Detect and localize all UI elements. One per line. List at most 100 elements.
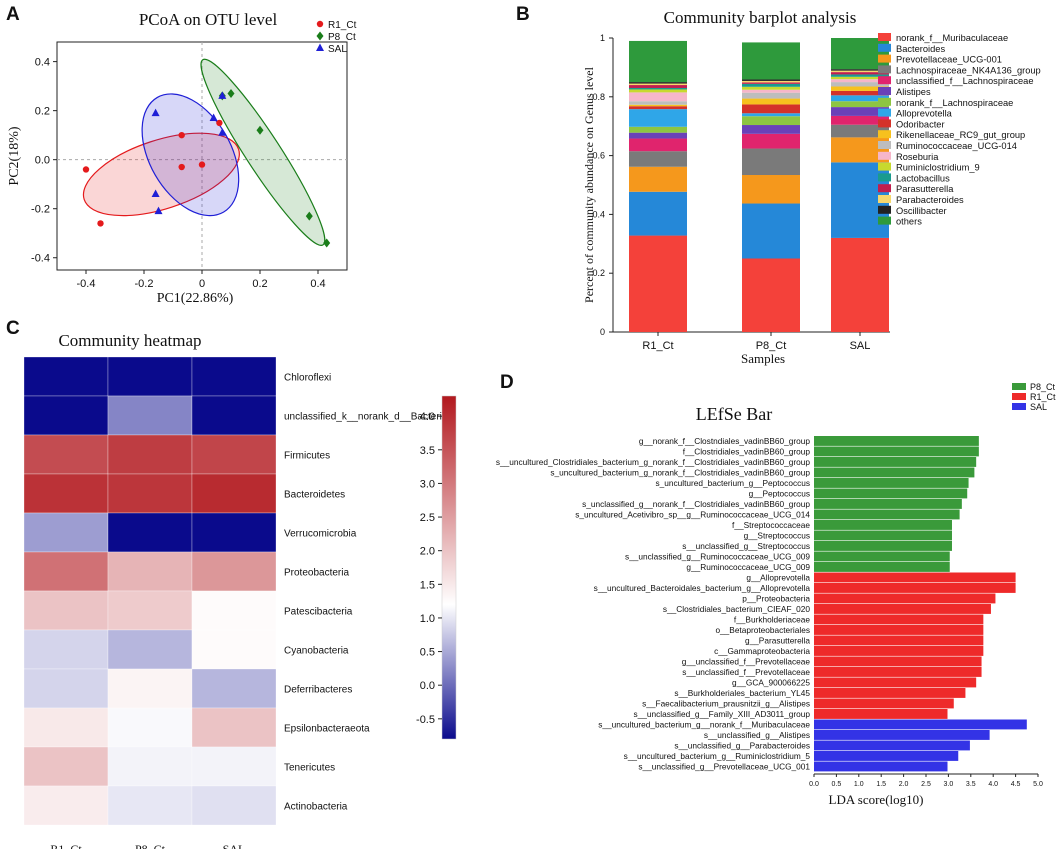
pcoa-point-r1-ct (178, 131, 185, 139)
lefse-x-tick-label: 5.0 (1033, 781, 1043, 788)
barplot-segment (629, 85, 687, 88)
lefse-bar-label: s__unclassified_g__Streptococcus (682, 541, 810, 551)
barplot-segment (742, 79, 800, 81)
barplot-segment (742, 83, 800, 87)
barplot-segment (742, 258, 800, 332)
lefse-bar-sal (814, 740, 970, 751)
barplot-x-tick-label: R1_Ct (642, 340, 673, 352)
barplot-title: Community barplot analysis (664, 8, 857, 27)
barplot-segment (831, 90, 889, 96)
lefse-bar-p8-ct (814, 562, 950, 572)
lefse-bar-r1-ct (814, 698, 954, 709)
lefse-bar-r1-ct (814, 625, 984, 635)
pcoa-point-p8-ct (323, 238, 331, 248)
lefse-bar-label: s_uncultured_bacterium_g_norank_f__Clost… (550, 468, 810, 478)
heatmap-cell (191, 356, 277, 397)
lefse-bar-r1-ct (814, 614, 984, 625)
heatmap-cell (107, 512, 193, 553)
lefse-bar-label: s__unclassified_f__Prevotellaceae (682, 667, 810, 677)
heatmap-cell (107, 590, 193, 631)
heatmap-colorbar-tick-label: 1.0 (420, 613, 435, 625)
pcoa-point-r1-ct (178, 163, 185, 171)
heatmap-cell (107, 707, 193, 748)
heatmap-cell (23, 668, 109, 709)
lefse-bar-label: s__Clostridiales_bacterium_CIEAF_020 (663, 604, 810, 614)
barplot-segment (742, 89, 800, 93)
heatmap-cell (107, 551, 193, 592)
barplot-x-tick-label: P8_Ct (756, 340, 787, 352)
pcoa-point-sal (151, 108, 160, 117)
barplot-segment (629, 138, 687, 152)
barplot-segment (629, 235, 687, 332)
lefse-x-tick-label: 0.0 (809, 781, 819, 788)
lefse-bar-label: s__Burkholderiales_bacterium_YL45 (674, 688, 810, 698)
barplot-legend-label: Alloprevotella (896, 109, 953, 119)
pcoa-point-sal (218, 128, 227, 136)
barplot-segment (629, 101, 687, 105)
heatmap-row-label: Verrucomicrobia (284, 529, 357, 540)
lefse-bar-label: s__uncultured_bacterium_g__norank_f__Mur… (598, 720, 810, 730)
barplot-segment (742, 175, 800, 204)
heatmap-cell (107, 473, 193, 514)
heatmap-cell (191, 512, 277, 553)
lefse-bar-label: s__unclassified_g__Parabacteroides (674, 741, 810, 751)
lefse-bar-label: c__Gammaproteobacteria (714, 646, 810, 656)
heatmap-cell (23, 551, 109, 592)
barplot-legend-swatch (878, 141, 891, 149)
barplot-y-tick-label: 0 (600, 327, 605, 337)
barplot-legend-label: Odoribacter (896, 119, 945, 129)
heatmap-column-label: SAL (223, 842, 246, 849)
lefse-bar-p8-ct (814, 457, 977, 467)
heatmap-cell (191, 473, 277, 514)
heatmap-cell (23, 629, 109, 670)
barplot-legend-label: Parabacteroides (896, 195, 964, 205)
barplot-legend-label: others (896, 217, 922, 227)
heatmap-colorbar-tick-label: 4.0 (420, 411, 435, 423)
pcoa-point-r1-ct (97, 220, 104, 227)
pcoa-point-sal (218, 91, 227, 99)
heatmap-cell (23, 512, 109, 553)
lefse-legend-swatch (1012, 393, 1026, 400)
lefse-bar-label: g__norank_f__Clostndiales_vadinBB60_grou… (639, 436, 811, 446)
barplot-legend-swatch (878, 65, 891, 74)
heatmap-column-label: R1_Ct (50, 842, 82, 849)
pcoa-y-tick-label: -0.2 (31, 204, 50, 216)
lefse-bar-label: s_uncultured_bacterium_g__Peptococcus (655, 478, 810, 488)
barplot-legend-label: Parasutterella (896, 184, 954, 194)
lefse-bar-label: s__Faecalibacterium_prausnitzii_g__Alist… (642, 699, 810, 709)
pcoa-ellipse-p8-ct (200, 58, 326, 246)
heatmap-cell (191, 629, 277, 670)
heatmap-cell (23, 356, 109, 397)
barplot-y-tick-label: 1 (600, 33, 605, 43)
heatmap-cell (107, 785, 193, 826)
heatmap-row-label: Cyanobacteria (284, 646, 349, 657)
lefse-title: LEfSe Bar (696, 404, 772, 424)
lefse-legend-swatch (1012, 403, 1026, 410)
lefse-bar-sal (814, 730, 990, 740)
lefse-bar-p8-ct (814, 530, 952, 541)
lefse-bar-p8-ct (814, 541, 952, 551)
panel-letter-a: A (6, 4, 20, 25)
barplot-segment (742, 116, 800, 126)
lefse-bar-label: s_unclassified_g__norank_f__Clostridiale… (582, 499, 810, 509)
heatmap-cell (23, 395, 109, 436)
lefse-bar-p8-ct (814, 436, 979, 446)
barplot-legend-swatch (878, 205, 891, 214)
barplot-segment (629, 106, 687, 110)
lefse-legend-label: SAL (1030, 402, 1047, 412)
heatmap-row-label: Proteobacteria (284, 568, 349, 579)
lefse-bar-r1-ct (814, 709, 948, 719)
barplot-segment (831, 107, 889, 116)
barplot-legend-swatch (878, 184, 891, 193)
heatmap-cell (107, 356, 193, 397)
lefse-bar-chart: LEfSe Bar g__norank_f__Clostndiales_vadin… (496, 382, 1056, 807)
barplot-segment (831, 82, 889, 87)
pcoa-point-r1-ct (198, 161, 206, 168)
lefse-bar-label: g__Parasutterella (745, 636, 810, 646)
barplot-segment (742, 42, 800, 80)
lefse-x-tick-label: 0.5 (832, 781, 842, 788)
lefse-x-tick-label: 4.0 (988, 781, 998, 788)
barplot-segment (742, 125, 800, 134)
lefse-legend-label: R1_Ct (1030, 392, 1056, 402)
lefse-bar-sal (814, 761, 948, 772)
